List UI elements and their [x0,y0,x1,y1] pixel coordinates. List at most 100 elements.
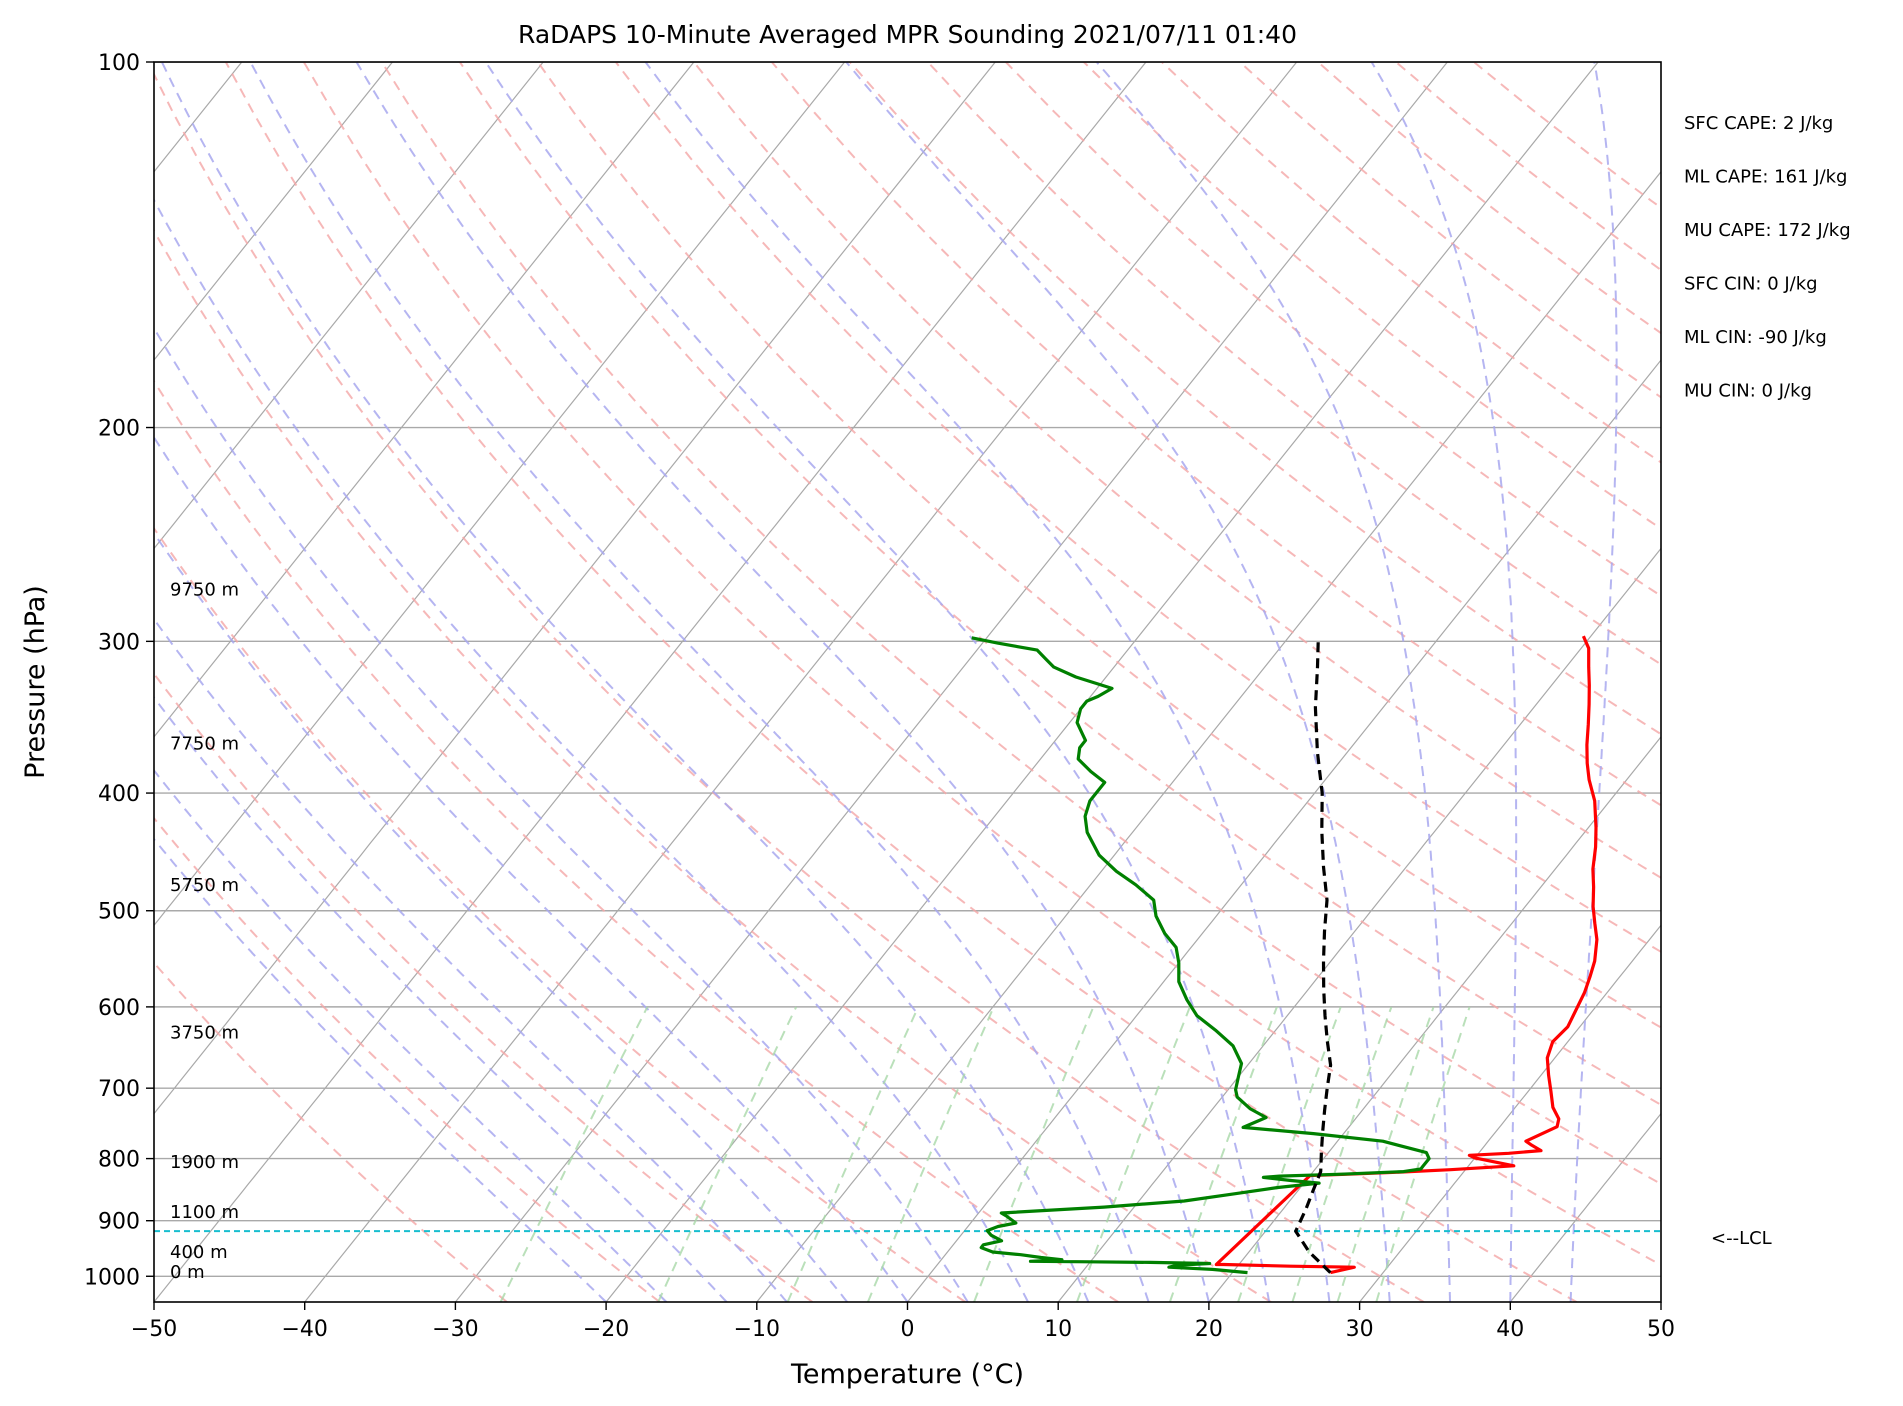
isotherm [907,359,1661,1302]
dry-adiabat [154,379,1119,1302]
dry-adiabat [771,62,1661,807]
x-tick-label: −40 [281,1317,327,1342]
y-tick-label: 800 [98,1148,140,1173]
dry-adiabat [1239,62,1661,399]
mixing-ratio-line [499,1006,649,1302]
moist-adiabat [1569,62,1618,1302]
y-tick-label: 600 [98,996,140,1021]
mixing-ratio-line [1291,1006,1393,1302]
mixing-ratio-line [1336,1006,1435,1302]
moist-adiabat [160,62,1090,1302]
isotherm [1208,735,1661,1302]
y-tick-label: 200 [98,417,140,442]
mixing-ratio-line [973,1006,1095,1302]
dry-adiabat [1317,62,1661,335]
x-tick-label: 20 [1195,1317,1223,1342]
axis-ticks: −50 −40 −30 −20 −10 0 10 20 30 40 50 100 200 300 400 50… [84,51,1675,1342]
stability-index: MU CIN: 0 J/kg [1684,381,1812,402]
dry-adiabat [1005,62,1661,598]
isotherm [1057,547,1661,1302]
moist-adiabat [154,695,728,1302]
y-tick-label: 100 [98,51,140,76]
x-tick-label: 0 [901,1317,915,1342]
lcl-label: <--LCL [1711,1228,1772,1249]
stability-index: ML CIN: -90 J/kg [1684,327,1827,348]
moist-adiabat [154,531,848,1302]
height-label: 0 m [170,1262,205,1283]
dry-adiabat [154,72,1425,1302]
x-tick-label: 30 [1346,1317,1374,1342]
moist-adiabat [1095,62,1451,1302]
y-tick-label: 900 [98,1210,140,1235]
height-labels: 9750 m 7750 m 5750 m 3750 m 1900 m 1100 m 400 … [170,580,239,1283]
x-tick-label: 50 [1647,1317,1675,1342]
dry-adiabat [380,62,1661,1186]
isotherm [154,62,544,550]
isotherm [154,62,695,738]
y-tick-label: 500 [98,900,140,925]
y-tick-label: 300 [98,630,140,655]
height-label: 400 m [170,1242,228,1263]
mixing-ratio-line [1237,1006,1342,1302]
y-tick-label: 1000 [84,1265,140,1290]
stability-index: SFC CAPE: 2 J/kg [1684,113,1833,134]
isotherm [605,62,1599,1302]
stability-index: ML CAPE: 161 J/kg [1684,167,1847,188]
dry-adiabat [224,62,1578,1302]
dry-adiabat [927,62,1661,666]
moist-adiabat [1370,62,1518,1302]
moist-adiabat [154,435,909,1302]
dry-adiabat [154,228,1272,1302]
dry-adiabat [458,62,1661,1106]
moist-adiabat [154,768,668,1302]
moist-adiabat [249,62,1150,1302]
dry-adiabat [302,62,1661,1267]
y-axis-label: Pressure (hPa) [20,585,51,779]
isotherm [304,62,1298,1302]
stability-index: SFC CIN: 0 J/kg [1684,274,1818,295]
mixing-ratio-line [1375,1006,1471,1302]
sounding-traces [971,635,1599,1275]
isotherm [154,62,996,1115]
dry-adiabat [1473,62,1661,210]
isotherm [154,62,393,362]
height-label: 1100 m [170,1202,239,1223]
background-reference-lines [154,62,1661,1302]
moist-adiabat [355,62,1210,1302]
x-tick-label: −50 [131,1317,177,1342]
isotherm [154,62,1147,1302]
dry-adiabat [154,961,508,1302]
y-tick-label: 400 [98,782,140,807]
dewpoint-trace [971,636,1431,1275]
dry-adiabat [1161,62,1661,464]
moist-adiabat [484,62,1271,1302]
dry-adiabat [154,672,814,1302]
dry-adiabat [536,62,1661,1029]
dry-adiabat [154,816,661,1302]
isotherm [454,62,1448,1302]
mixing-ratio-line [657,1006,798,1302]
y-tick-label: 700 [98,1077,140,1102]
moist-adiabat [154,617,788,1302]
dry-adiabat [849,62,1661,736]
dry-adiabat [154,526,966,1302]
dry-adiabat [615,62,1661,953]
stability-indices: SFC CAPE: 2 J/kg ML CAPE: 161 J/kg MU CAPE… [1684,113,1851,402]
height-label: 9750 m [170,580,239,601]
chart-title: RaDAPS 10-Minute Averaged MPR Sounding 2… [518,20,1297,49]
isotherm [1660,1301,1661,1302]
isotherm [1509,1112,1661,1302]
moist-adiabat [154,837,607,1302]
height-label: 3750 m [170,1023,239,1044]
x-tick-label: −30 [432,1317,478,1342]
isotherm [154,62,846,927]
isotherm [756,170,1661,1302]
height-label: 1900 m [170,1152,239,1173]
moist-adiabat [644,62,1331,1302]
x-tick-label: −10 [734,1317,780,1342]
moist-adiabat [845,62,1391,1302]
x-tick-label: 40 [1496,1317,1524,1342]
height-label: 7750 m [170,733,239,754]
parcel-path-trace [1294,637,1333,1274]
